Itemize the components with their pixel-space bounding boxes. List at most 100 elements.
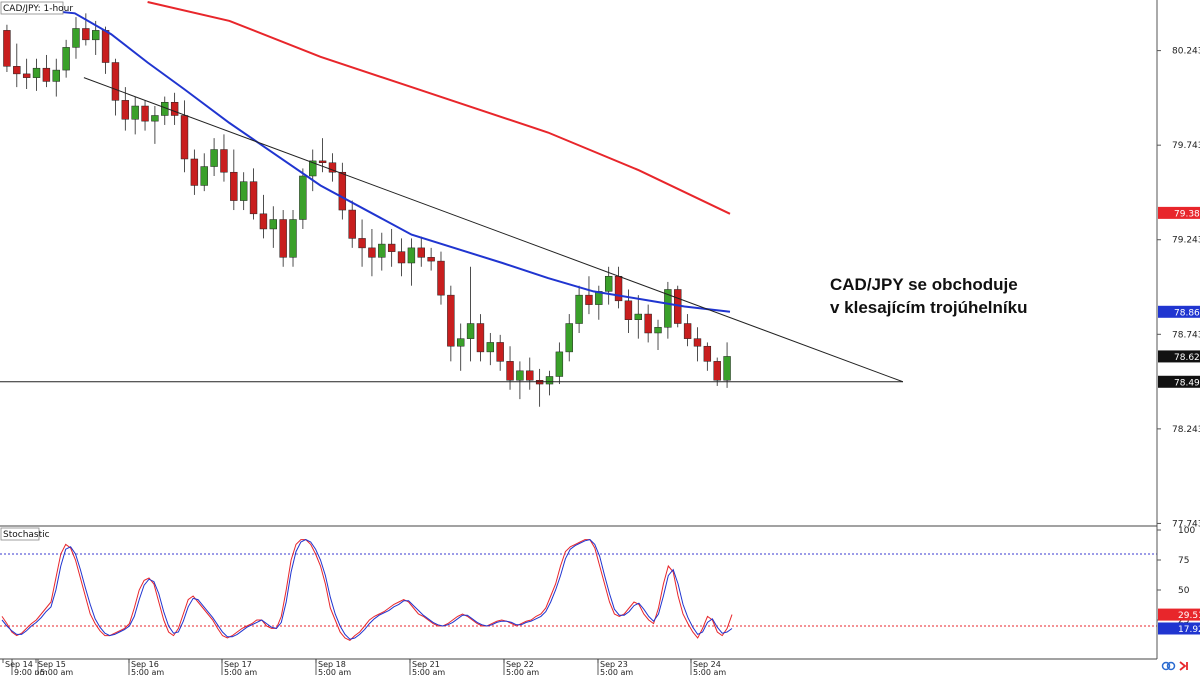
candle <box>378 232 386 271</box>
bearish-candle-body <box>230 171 238 201</box>
link-icon[interactable] <box>1161 661 1176 671</box>
price-label-value: 79.385 <box>1174 209 1200 219</box>
candle <box>437 251 445 305</box>
candle <box>32 58 41 91</box>
candle <box>466 266 475 362</box>
candle <box>42 54 51 88</box>
stochastic-k-line <box>1 539 733 642</box>
stochastic-value-badge[interactable]: 29.51 <box>1158 608 1200 622</box>
candle <box>170 92 179 125</box>
time-label: 5:00 am <box>412 668 445 675</box>
bearish-candle-body <box>703 345 712 362</box>
bearish-candle-body <box>42 67 51 82</box>
price-label-badge[interactable]: 79.385 <box>1158 206 1200 220</box>
candle <box>121 87 130 131</box>
chart-title: CAD/JPY: 1-hour <box>3 4 73 14</box>
bearish-candle-body <box>437 260 445 296</box>
bearish-candle-body <box>220 149 228 173</box>
bearish-candle-body <box>180 115 189 160</box>
candle <box>200 153 208 192</box>
stochastic-value-background <box>1158 608 1200 621</box>
bearish-candle-body <box>614 275 623 302</box>
bearish-candle-body <box>279 219 287 258</box>
candle <box>387 228 396 267</box>
price-label-badge[interactable]: 78.492 <box>1158 375 1200 389</box>
bearish-candle-body <box>190 158 199 186</box>
candle <box>545 370 554 396</box>
candle <box>131 96 139 135</box>
time-label: 5:00 am <box>40 668 73 675</box>
bearish-candle-body <box>358 238 366 249</box>
bullish-candle-body <box>407 247 416 264</box>
candle <box>664 281 672 339</box>
candle <box>111 58 120 116</box>
candle <box>417 236 425 267</box>
bearish-candle-body <box>22 73 31 78</box>
bearish-candle-body <box>82 28 90 41</box>
bullish-candle-body <box>565 323 573 353</box>
price-axis[interactable]: 80.243 79.743 79.243 78.743 78.243 77.743 79.3… <box>1157 47 1200 530</box>
candle <box>427 247 435 271</box>
descending-trendline <box>83 77 904 383</box>
candle <box>92 20 100 55</box>
bearish-candle-body <box>506 361 514 381</box>
candle <box>358 219 366 267</box>
time-label: 9:00 pm <box>14 668 48 675</box>
candle <box>309 149 317 192</box>
bearish-candle-body <box>644 313 652 334</box>
bullish-candle-body <box>151 115 159 122</box>
price-tick-label: 80.243 <box>1172 47 1200 57</box>
candle <box>338 162 347 220</box>
price-label-value: 78.492 <box>1174 378 1200 388</box>
bullish-candle-body <box>664 289 672 328</box>
candle <box>634 295 642 339</box>
bullish-candle-body <box>269 219 277 230</box>
scroll-to-end-icon[interactable] <box>1179 661 1188 671</box>
date-label: Sep 22 <box>506 660 534 669</box>
stochastic-tick-label: 75 <box>1178 556 1189 566</box>
candle <box>190 149 199 195</box>
bearish-candle-body <box>427 257 435 262</box>
bullish-candle-body <box>516 370 524 381</box>
price-label-background <box>1158 350 1200 363</box>
candle <box>526 357 534 390</box>
candle <box>654 319 662 350</box>
date-label: Sep 23 <box>600 660 628 669</box>
candle <box>496 334 504 371</box>
bullish-candle-body <box>309 160 317 177</box>
price-label-value: 78.862 <box>1174 308 1200 318</box>
candle <box>565 314 573 362</box>
bearish-candle-body <box>476 323 485 353</box>
stochastic-value-badge[interactable]: 17.92 <box>1158 622 1200 635</box>
price-label-background <box>1158 206 1200 219</box>
candle <box>230 149 238 211</box>
bullish-candle-body <box>289 219 297 258</box>
bearish-candle-body <box>417 247 425 258</box>
bearish-candle-body <box>348 209 356 239</box>
bullish-candle-body <box>654 327 662 334</box>
candle <box>713 357 721 386</box>
date-label: Sep 15 <box>38 660 66 669</box>
stochastic-value-label: 17.92 <box>1178 625 1200 635</box>
bearish-candle-body <box>328 162 337 173</box>
annotation-line-1: CAD/JPY se obchoduje <box>830 275 1018 294</box>
bearish-candle-body <box>387 243 396 252</box>
candle <box>407 238 416 286</box>
time-label: 5:00 am <box>693 668 726 675</box>
price-label-badge[interactable]: 78.862 <box>1158 305 1200 319</box>
bullish-candle-body <box>723 356 731 381</box>
candle <box>279 210 287 267</box>
candle <box>239 172 248 211</box>
price-tick-label: 78.743 <box>1172 330 1200 340</box>
price-label-badge[interactable]: 78.626 <box>1158 350 1200 363</box>
time-label: 5:00 am <box>131 668 164 675</box>
chart-title-box: CAD/JPY: 1-hour <box>0 1 73 15</box>
stochastic-value-background <box>1158 622 1200 635</box>
price-tick-label: 79.243 <box>1172 236 1200 246</box>
time-label: 5:00 am <box>318 668 351 675</box>
candle <box>289 210 297 267</box>
date-label: Sep 18 <box>318 660 346 669</box>
bearish-candle-body <box>121 100 130 120</box>
